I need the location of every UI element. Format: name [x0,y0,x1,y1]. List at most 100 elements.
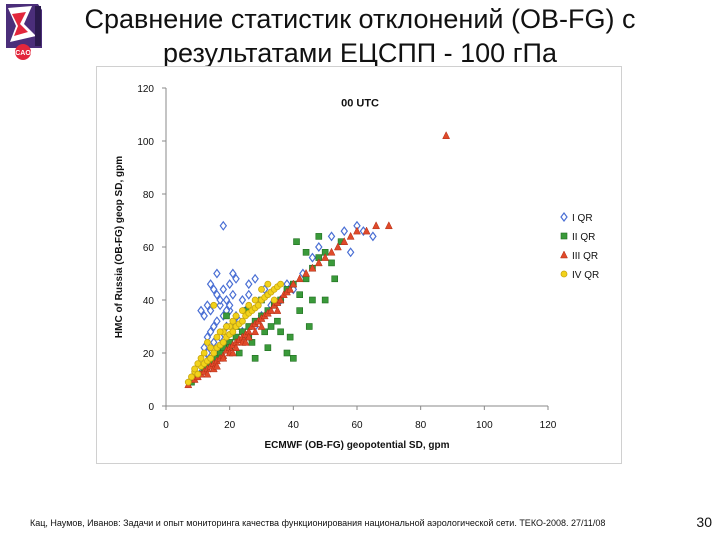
data-point-ii-qr [251,354,259,362]
data-point-i-qr [251,273,259,284]
data-point-i-qr [238,295,247,305]
footer-citation: Кац, Наумов, Иванов: Задачи и опыт монит… [30,518,606,528]
data-point-iii-qr [276,295,285,304]
data-point-iv-qr [207,354,214,362]
data-point-iii-qr [213,361,221,370]
data-point-iii-qr [302,268,310,277]
data-point-iii-qr [232,343,240,351]
data-point-i-qr [222,295,231,305]
data-point-ii-qr [305,323,313,330]
data-point-i-qr [308,252,317,263]
data-point-iii-qr [346,231,355,240]
y-tick-label: 0 [148,402,154,413]
legend-marker-i-qr [560,212,568,222]
data-point-ii-qr [296,307,303,314]
data-point-iv-qr [194,370,202,378]
legend-label-ii-qr: II QR [572,232,595,243]
data-point-ii-qr [321,296,329,304]
y-tick-label: 100 [137,137,154,148]
y-axis-label: HMC of Russia (OB-FG) geop SD, gpm [114,156,125,338]
data-point-iv-qr [264,280,272,288]
data-point-ii-qr [277,328,284,336]
data-point-ii-qr [274,317,281,325]
slide-title-line-1: Сравнение статистик отклонений (OB-FG) с [84,4,636,34]
cao-logo: CAO [6,4,42,60]
data-point-iii-qr [442,131,451,139]
data-point-iii-qr [289,279,298,288]
x-tick-label: 40 [288,420,300,431]
y-tick-label: 20 [143,349,155,360]
data-point-iii-qr [362,226,371,235]
data-point-i-qr [206,305,215,316]
data-point-i-qr [229,268,237,279]
data-point-ii-qr [309,296,316,304]
data-point-i-qr [340,226,349,237]
data-point-i-qr [315,242,323,252]
data-point-iv-qr [184,378,192,386]
data-point-i-qr [213,289,221,300]
data-point-ii-qr [296,291,303,298]
data-point-iii-qr [340,237,349,245]
data-point-iii-qr [333,242,342,251]
data-point-i-qr [210,321,218,332]
data-point-iv-qr [188,373,195,381]
data-point-iii-qr [286,284,295,293]
data-point-ii-qr [302,249,310,256]
data-point-iii-qr [244,332,253,341]
data-point-iv-qr [223,323,230,330]
data-point-iii-qr [327,247,336,256]
slide-title: Сравнение статистик отклонений (OB-FG) с… [60,2,660,70]
data-point-i-qr [245,279,253,290]
data-point-iii-qr [273,306,282,314]
data-point-ii-qr [223,312,230,320]
scatter-chart: 0 20 40 60 80 100 120 0 20 40 60 80 100 120 00 UTC EC… [114,84,599,451]
y-tick-label: 80 [143,190,155,201]
data-point-iii-qr [314,258,323,267]
page-number: 30 [696,514,712,530]
data-point-iv-qr [238,317,246,325]
plot-area: 0 20 40 60 80 100 120 0 20 40 60 80 100 120 [137,84,556,431]
data-point-i-qr [216,295,224,305]
data-point-iii-qr [321,253,330,261]
data-point-iv-qr [229,328,237,336]
data-point-iv-qr [258,285,265,293]
legend: I QR II QR III QR IV QR [560,212,599,281]
data-point-ii-qr [267,323,275,330]
y-tick-label: 40 [143,296,155,307]
data-point-i-qr [200,310,208,321]
data-point-iii-qr [267,306,275,314]
y-tick-label: 60 [143,243,155,254]
logo-circle [15,44,31,60]
data-point-iv-qr [213,333,221,341]
data-point-i-qr [219,220,228,231]
data-point-iv-qr [219,338,227,346]
data-point-ii-qr [283,349,291,357]
data-point-iii-qr [295,274,304,283]
data-point-i-qr [203,300,212,311]
data-point-iv-qr [210,301,218,309]
data-point-i-qr [216,300,224,311]
data-point-i-qr [369,231,377,242]
data-point-ii-qr [286,333,294,341]
data-point-iv-qr [194,360,202,368]
legend-label-iv-qr: IV QR [572,270,599,281]
data-point-i-qr [210,284,218,295]
data-point-iv-qr [238,307,246,315]
data-point-iv-qr [191,365,199,373]
x-tick-label: 100 [476,420,493,431]
legend-label-i-qr: I QR [572,213,593,224]
data-point-iv-qr [251,296,259,304]
data-point-i-qr [225,300,234,311]
data-point-iv-qr [245,301,253,309]
chart-title-annotation: 00 UTC [341,98,379,110]
data-point-ii-qr [315,233,323,240]
data-point-i-qr [346,247,355,258]
data-point-ii-qr [328,259,335,267]
data-point-iii-qr [372,221,381,230]
data-point-iv-qr [232,312,240,320]
data-point-i-qr [206,326,215,337]
data-point-i-qr [232,273,240,284]
data-point-iv-qr [200,349,208,357]
logo-text: CAO [15,50,31,57]
